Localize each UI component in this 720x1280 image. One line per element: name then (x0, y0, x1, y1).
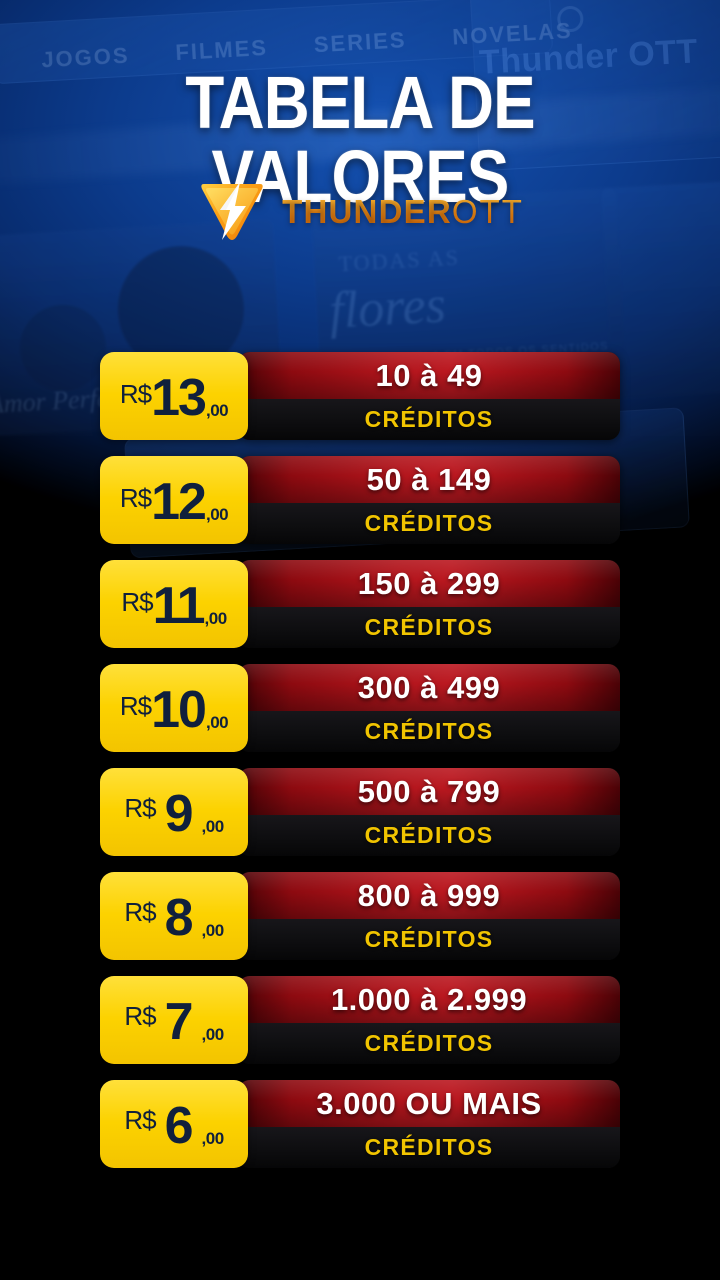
credits-range-band: 150 à 299 (238, 560, 620, 607)
credits-label: CRÉDITOS (364, 406, 494, 432)
credits-label: CRÉDITOS (364, 614, 494, 640)
currency-symbol: R$ (119, 690, 152, 721)
price-badge: R$ 6 ,00 (100, 1080, 248, 1168)
currency-symbol: R$ (124, 1104, 156, 1135)
currency-symbol: R$ (121, 586, 153, 617)
credits-label-band: CRÉDITOS (238, 711, 620, 752)
price-amount: 6 (164, 1096, 194, 1155)
price-amount: 9 (164, 784, 194, 843)
credits-label: CRÉDITOS (364, 1134, 494, 1160)
price-row[interactable]: R$ 7 ,00 1.000 à 2.999 CRÉDITOS (100, 976, 620, 1064)
brand-name: THUNDEROTT (282, 193, 524, 231)
credits-range: 3.000 OU MAIS (316, 1085, 542, 1121)
credits-label-band: CRÉDITOS (238, 1127, 620, 1168)
price-cents: ,00 (205, 712, 229, 732)
credits-label: CRÉDITOS (364, 926, 494, 952)
currency-symbol: R$ (124, 1000, 156, 1031)
credits-label: CRÉDITOS (364, 718, 494, 744)
price-amount: 8 (164, 888, 194, 947)
price-table: R$ 13 ,00 10 à 49 CRÉDITOS R$ 12 ,00 (100, 352, 620, 1184)
credits-info: 3.000 OU MAIS CRÉDITOS (238, 1080, 620, 1168)
price-amount: 10 (151, 680, 207, 739)
currency-symbol: R$ (124, 896, 156, 927)
credits-range: 150 à 299 (357, 565, 501, 601)
credits-label-band: CRÉDITOS (238, 503, 620, 544)
price-cents: ,00 (201, 920, 225, 940)
credits-label-band: CRÉDITOS (238, 399, 620, 440)
credits-info: 1.000 à 2.999 CRÉDITOS (238, 976, 620, 1064)
currency-symbol: R$ (119, 482, 152, 513)
credits-range: 1.000 à 2.999 (330, 981, 528, 1017)
credits-info: 50 à 149 CRÉDITOS (238, 456, 620, 544)
price-cents: ,00 (205, 400, 229, 420)
price-badge: R$ 9 ,00 (100, 768, 248, 856)
price-badge: R$ 13 ,00 (100, 352, 248, 440)
credits-range: 300 à 499 (357, 669, 501, 705)
price-amount: 11 (152, 576, 206, 635)
credits-range-band: 10 à 49 (238, 352, 620, 399)
price-cents: ,00 (201, 1128, 225, 1148)
brand-name-suffix: OTT (451, 193, 524, 230)
credits-label-band: CRÉDITOS (238, 607, 620, 648)
credits-range-band: 300 à 499 (238, 664, 620, 711)
credits-label: CRÉDITOS (364, 1030, 494, 1056)
credits-info: 500 à 799 CRÉDITOS (238, 768, 620, 856)
price-cents: ,00 (205, 504, 229, 524)
credits-range-band: 500 à 799 (238, 768, 620, 815)
currency-symbol: R$ (119, 378, 152, 409)
credits-range: 500 à 799 (357, 773, 501, 809)
price-row[interactable]: R$ 6 ,00 3.000 OU MAIS CRÉDITOS (100, 1080, 620, 1168)
price-row[interactable]: R$ 11 ,00 150 à 299 CRÉDITOS (100, 560, 620, 648)
credits-range-band: 800 à 999 (238, 872, 620, 919)
price-row[interactable]: R$ 12 ,00 50 à 149 CRÉDITOS (100, 456, 620, 544)
credits-info: 150 à 299 CRÉDITOS (238, 560, 620, 648)
price-row[interactable]: R$ 10 ,00 300 à 499 CRÉDITOS (100, 664, 620, 752)
brand-logo: THUNDEROTT (0, 180, 720, 244)
credits-info: 10 à 49 CRÉDITOS (238, 352, 620, 440)
credits-label: CRÉDITOS (364, 822, 494, 848)
page-title: TABELA DE VALORES (185, 61, 535, 218)
credits-range: 50 à 149 (366, 461, 492, 497)
credits-range-band: 1.000 à 2.999 (238, 976, 620, 1023)
price-badge: R$ 12 ,00 (100, 456, 248, 544)
credits-label-band: CRÉDITOS (238, 815, 620, 856)
credits-label-band: CRÉDITOS (238, 919, 620, 960)
credits-info: 300 à 499 CRÉDITOS (238, 664, 620, 752)
credits-range-band: 50 à 149 (238, 456, 620, 503)
price-row[interactable]: R$ 13 ,00 10 à 49 CRÉDITOS (100, 352, 620, 440)
brand-name-main: THUNDER (282, 193, 452, 230)
price-cents: ,00 (201, 816, 225, 836)
credits-label-band: CRÉDITOS (238, 1023, 620, 1064)
price-badge: R$ 10 ,00 (100, 664, 248, 752)
price-row[interactable]: R$ 9 ,00 500 à 799 CRÉDITOS (100, 768, 620, 856)
price-amount: 7 (164, 992, 194, 1051)
credits-info: 800 à 999 CRÉDITOS (238, 872, 620, 960)
price-cents: ,00 (204, 608, 228, 628)
credits-range-band: 3.000 OU MAIS (238, 1080, 620, 1127)
thunder-bolt-triangle-icon (196, 180, 268, 244)
credits-range: 10 à 49 (375, 357, 483, 393)
credits-range: 800 à 999 (357, 877, 501, 913)
price-badge: R$ 11 ,00 (100, 560, 248, 648)
price-amount: 12 (151, 472, 207, 531)
currency-symbol: R$ (124, 792, 156, 823)
price-amount: 13 (151, 368, 207, 427)
price-badge: R$ 7 ,00 (100, 976, 248, 1064)
price-row[interactable]: R$ 8 ,00 800 à 999 CRÉDITOS (100, 872, 620, 960)
credits-label: CRÉDITOS (364, 510, 494, 536)
price-badge: R$ 8 ,00 (100, 872, 248, 960)
price-cents: ,00 (201, 1024, 225, 1044)
